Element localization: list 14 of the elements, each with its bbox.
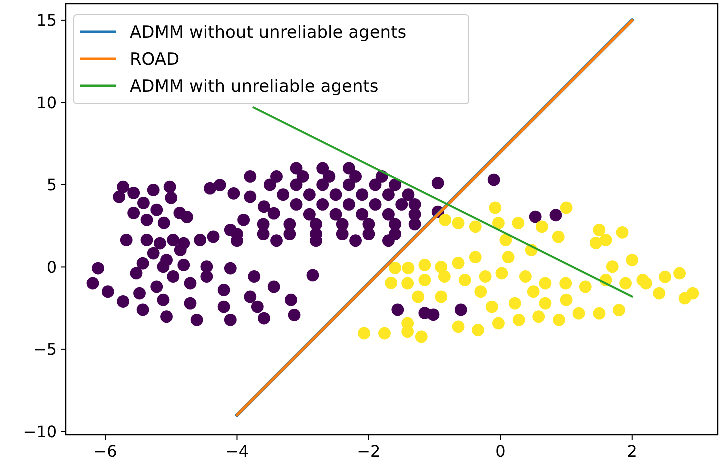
y-tick-label: 10 — [36, 93, 57, 112]
y-tick-label: 15 — [36, 11, 57, 30]
legend-label: ROAD — [130, 50, 180, 70]
x-tick-label: −2 — [357, 442, 381, 461]
x-tick-label: 2 — [627, 442, 638, 461]
legend-label: ADMM without unreliable agents — [130, 22, 407, 43]
x-tick-label: 0 — [496, 442, 506, 461]
legend-label: ADMM with unreliable agents — [130, 76, 379, 97]
x-tick-label: −6 — [94, 442, 118, 461]
x-tick-label: −4 — [225, 442, 250, 461]
y-tick-label: 5 — [46, 176, 57, 195]
y-tick-label: −10 — [23, 422, 57, 442]
y-tick-label: −5 — [33, 340, 57, 360]
y-tick-label: 0 — [46, 258, 57, 277]
